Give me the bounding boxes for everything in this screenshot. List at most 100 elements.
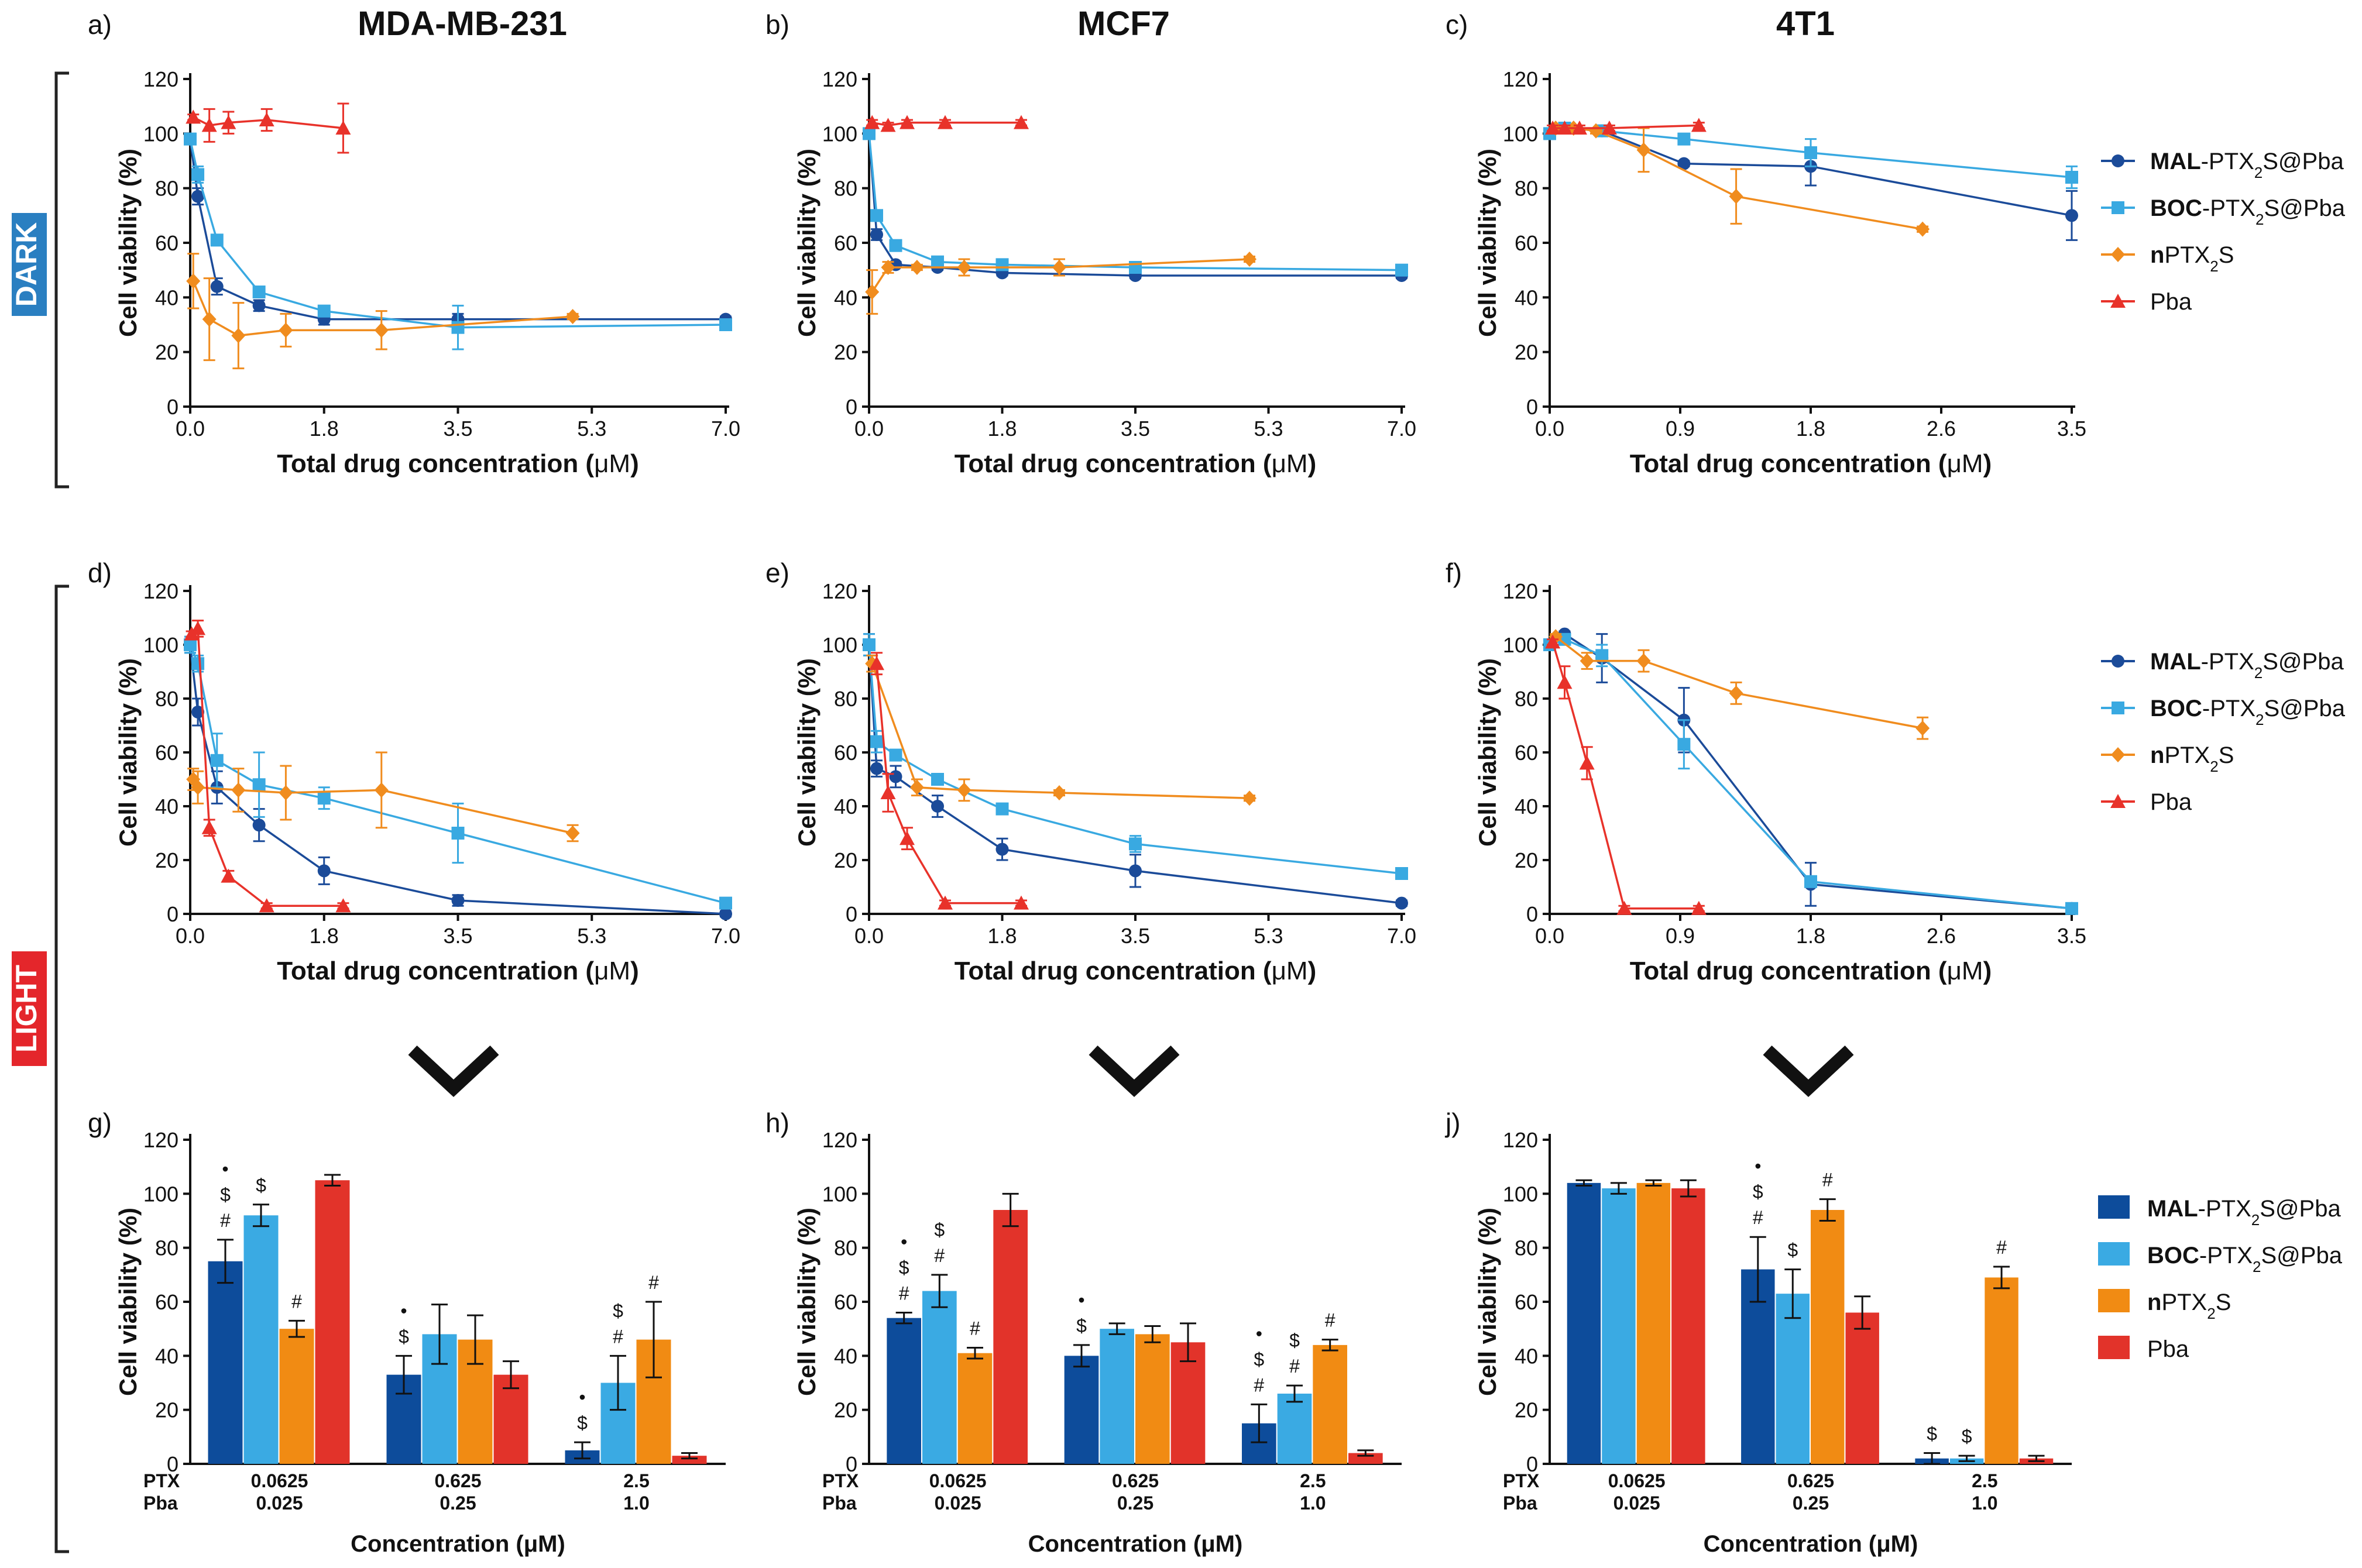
y-axis-label: Cell viability (%)	[114, 1208, 142, 1396]
y-axis-label: Cell viability (%)	[793, 1208, 820, 1396]
condition-brackets: DARK LIGHT	[10, 71, 69, 1553]
y-tick-label: 20	[1515, 1398, 1538, 1422]
data-point	[1014, 115, 1029, 129]
bar	[1135, 1334, 1170, 1464]
bar	[1845, 1312, 1879, 1464]
ptx-row-label: PTX	[822, 1470, 859, 1491]
significance-mark: •	[222, 1158, 228, 1180]
series-0	[184, 132, 732, 326]
x-axis-unit: μM	[1947, 957, 1983, 985]
series-3	[1545, 118, 1707, 135]
chart-panel-j: j) 0 20 40 60 80 100 120 Cell viability (%) 0.062…	[1444, 1108, 2072, 1557]
legend-item: Pba	[2098, 1336, 2189, 1362]
data-point	[957, 782, 971, 798]
y-tick-label: 60	[834, 741, 857, 765]
significance-mark: #	[648, 1272, 659, 1293]
legend-marker	[2111, 247, 2125, 262]
x-axis-unit: μM	[594, 957, 630, 985]
y-tick-label: 60	[1515, 231, 1538, 255]
pba-concentration: 1.0	[1972, 1493, 1997, 1514]
panel-letter: b)	[765, 9, 789, 40]
x-axis-label: Total drug concentration (μM)	[955, 957, 1317, 985]
y-tick-label: 100	[822, 1182, 857, 1206]
dark-label-box	[12, 213, 47, 316]
data-point	[210, 233, 224, 247]
series-2	[865, 654, 1256, 806]
legend-label: MAL-PTX2S@Pba	[2147, 1196, 2341, 1229]
y-axis-label: Cell viability (%)	[1474, 658, 1501, 847]
data-point	[1395, 867, 1408, 880]
x-tick-label: 7.0	[711, 924, 740, 948]
data-point	[201, 820, 217, 834]
bar	[1170, 1342, 1206, 1464]
y-tick-label: 0	[1526, 1452, 1538, 1476]
significance-mark: #	[1996, 1237, 2007, 1258]
legend-label-part: MAL	[2150, 649, 2201, 675]
bar	[279, 1329, 314, 1464]
legend-label-part: -PTX	[2199, 1243, 2253, 1268]
data-point	[374, 322, 389, 338]
bar	[1776, 1294, 1810, 1464]
y-tick-label: 40	[834, 286, 857, 310]
ptx-row-label: PTX	[1503, 1470, 1540, 1491]
legend-label-part: -PTX	[2202, 195, 2255, 221]
y-tick-label: 20	[1515, 848, 1538, 872]
series-3	[864, 115, 1029, 132]
x-tick-label: 7.0	[1387, 924, 1416, 948]
x-tick-label: 0.0	[854, 924, 884, 948]
x-tick-label: 0.0	[854, 417, 884, 441]
data-point	[565, 826, 580, 841]
x-axis-label-text: Total drug concentration (	[955, 449, 1272, 478]
ptx-concentration: 0.625	[1112, 1470, 1159, 1491]
y-tick-label: 120	[143, 1128, 178, 1152]
legend-marker	[2111, 747, 2125, 762]
legend-label-part: MAL	[2147, 1196, 2198, 1222]
bar	[1567, 1182, 1601, 1464]
bar	[1636, 1182, 1671, 1464]
panel-letter: f)	[1446, 558, 1462, 588]
bar	[957, 1353, 993, 1464]
legend-item: BOC-PTX2S@Pba	[2101, 696, 2346, 728]
y-tick-label: 60	[155, 741, 178, 765]
x-axis-label: Concentration (μM)	[1028, 1531, 1243, 1557]
y-tick-label: 120	[1503, 579, 1538, 603]
legend-label-part: 2	[2251, 1211, 2260, 1229]
data-point	[870, 735, 883, 748]
x-tick-label: 3.5	[443, 417, 472, 441]
chevron-icon	[408, 1045, 499, 1098]
data-point	[870, 209, 883, 222]
significance-mark: $	[399, 1326, 409, 1347]
pba-row-label: Pba	[143, 1493, 178, 1514]
x-tick-label: 5.3	[1254, 924, 1283, 948]
x-tick-label: 0.0	[1535, 924, 1564, 948]
data-point	[1729, 188, 1743, 204]
x-axis-label: Total drug concentration (μM)	[1630, 449, 1992, 478]
legend-label-part: S@Pba	[2264, 696, 2345, 721]
y-axis-label: Cell viability (%)	[114, 658, 142, 847]
data-point	[1601, 121, 1617, 135]
series-0	[863, 127, 1408, 282]
x-axis-unit: μM	[594, 449, 630, 478]
x-tick-label: 1.8	[310, 417, 339, 441]
chart-panel-e: e) 0 20 40 60 80 100 120 Cell viability (%) 0.0 1.…	[765, 558, 1416, 985]
significance-mark: •	[400, 1300, 407, 1321]
y-tick-label: 80	[1515, 1236, 1538, 1260]
data-point	[565, 309, 580, 324]
bar	[672, 1456, 707, 1464]
pba-concentration: 1.0	[1300, 1493, 1326, 1514]
y-tick-label: 40	[155, 286, 178, 310]
legend-marker	[2112, 201, 2124, 214]
legend-label: MAL-PTX2S@Pba	[2150, 649, 2344, 682]
series-2	[186, 253, 580, 370]
data-point	[259, 898, 274, 913]
series-line	[189, 139, 726, 321]
legend-label-part: 2	[2255, 711, 2264, 728]
legend-label-part: 2	[2254, 664, 2263, 682]
x-tick-label: 0.0	[1535, 417, 1564, 441]
x-tick-label: 7.0	[711, 417, 740, 441]
data-point	[1691, 900, 1707, 915]
data-point	[870, 762, 883, 775]
series-line	[876, 663, 1021, 905]
significance-mark: $	[256, 1175, 266, 1196]
